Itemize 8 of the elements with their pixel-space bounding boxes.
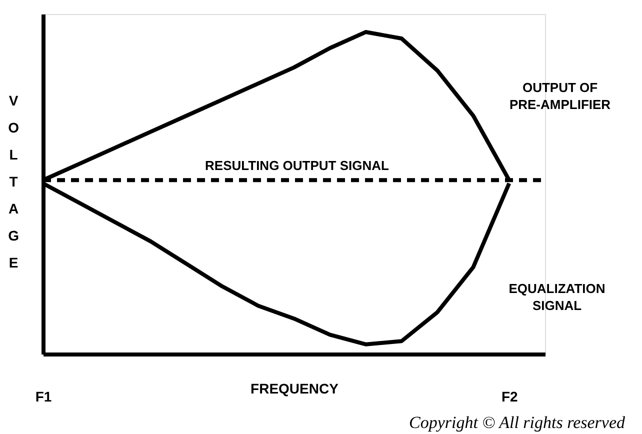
x-tick-label: F1 <box>35 388 52 404</box>
annotation: EQUALIZATION SIGNAL <box>508 281 606 313</box>
annotation: RESULTING OUTPUT SIGNAL <box>205 158 390 173</box>
y-axis-title: VOLTAGE <box>8 92 20 270</box>
text: Copyright © All rights reserved <box>409 413 626 432</box>
x-tick-label: F2 <box>501 388 518 404</box>
annotation: OUTPUT OF PRE-AMPLIFIER <box>509 80 612 112</box>
x-axis-title: FREQUENCY <box>250 380 340 396</box>
